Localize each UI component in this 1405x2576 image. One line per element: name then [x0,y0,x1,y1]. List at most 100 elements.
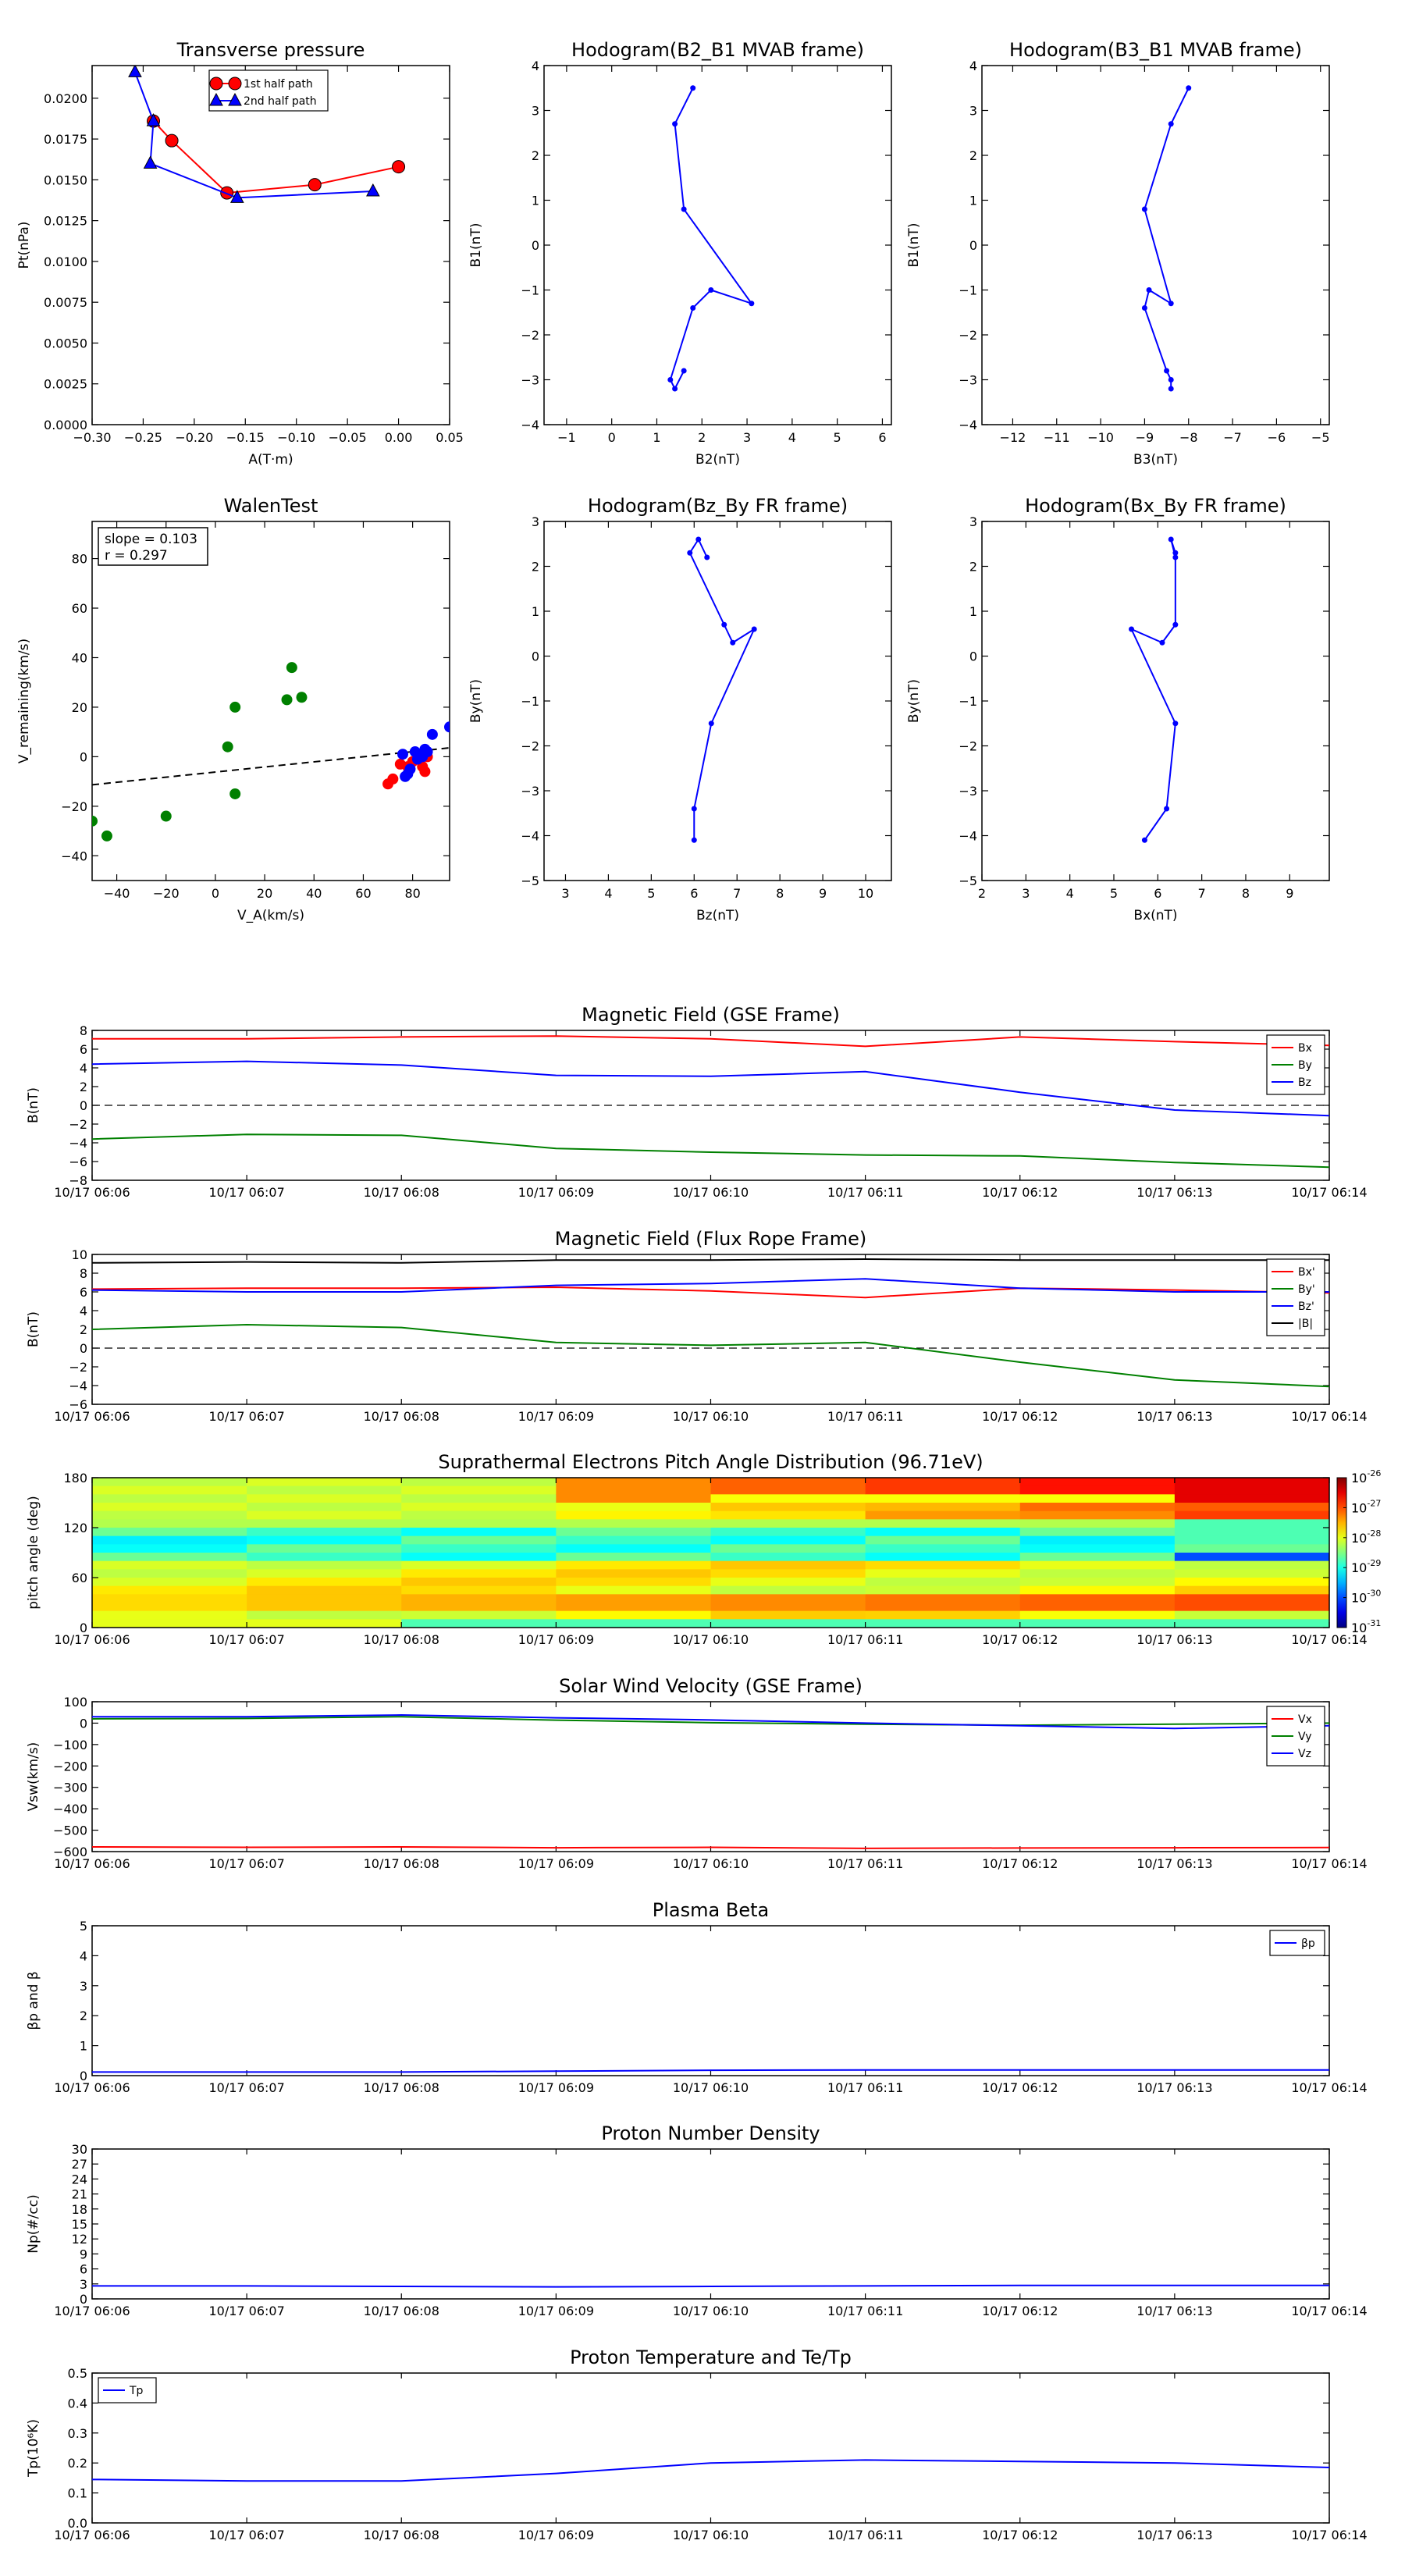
data-point [695,536,702,543]
heatmap-cell [247,1485,402,1495]
x-tick-label: 4 [604,886,612,901]
x-tick-label: −0.20 [175,430,213,445]
y-tick-label: 0.1 [68,2486,87,2501]
heatmap-cell [556,1503,711,1512]
time-tick-label: 10/17 06:06 [54,2528,130,2542]
heatmap-cell [1019,1585,1176,1595]
legend-label: By' [1298,1283,1315,1296]
heatmap-cell [1019,1510,1176,1520]
y-tick-label: 3 [532,514,539,529]
y-tick-label: −4 [69,1379,87,1393]
y-tick-label: 3 [969,104,977,119]
time-tick-label: 10/17 06:06 [54,1632,130,1647]
colorbar-tick-exponent: -28 [1367,1528,1381,1539]
legend-marker [228,76,242,91]
data-point-blue [426,728,438,740]
time-tick-label: 10/17 06:13 [1136,1409,1212,1424]
time-tick-label: 10/17 06:13 [1136,1632,1212,1647]
colorbar-tick-label: 10-30 [1351,1589,1381,1606]
heatmap-cell [710,1519,866,1528]
y-tick-label: 1 [969,194,977,208]
y-tick-label: 0 [80,1621,87,1635]
y-tick-label: −100 [53,1738,87,1752]
y-tick-label: −4 [69,1136,87,1151]
plot-frame [91,2148,1330,2300]
heatmap-cell [865,1510,1021,1520]
time-tick-label: 10/17 06:09 [518,2304,594,2318]
y-tick-label: 0.4 [68,2396,87,2411]
heatmap-cell [710,1494,866,1503]
y-tick-label: −600 [53,1845,87,1859]
y-tick-label: −4 [959,418,977,432]
heatmap-cell [1019,1478,1176,1487]
data-point [704,554,710,560]
x-tick-label: 3 [743,430,751,445]
colorbar-tick-base: 10 [1351,1560,1367,1575]
y-tick-label: 0 [80,1098,87,1113]
plot-area [92,2069,1329,2073]
heatmap-cell [247,1603,402,1612]
time-tick-label: 10/17 06:13 [1136,1856,1212,1871]
heatmap-cell [1019,1519,1176,1528]
y-tick-label: 2 [532,560,539,575]
x-tick-label: 4 [1066,886,1074,901]
heatmap-cell [1174,1585,1330,1595]
legend-label: |B| [1298,1318,1313,1330]
heatmap-cell [556,1585,711,1595]
y-tick-label: −8 [69,1173,87,1188]
x-tick-label: 4 [788,430,796,445]
time-tick-label: 10/17 06:09 [518,2080,594,2095]
heatmap-cell [247,1619,402,1628]
data-point [1146,287,1152,293]
data-point [681,206,687,212]
time-tick-label: 10/17 06:08 [364,2304,439,2318]
y-tick-label: −2 [521,739,539,754]
heatmap-cell [247,1594,402,1603]
heatmap-cell [401,1519,557,1528]
heatmap-cell [865,1619,1021,1628]
heatmap-cell [1174,1619,1330,1628]
y-tick-label: −2 [959,328,977,343]
y-axis-label: pitch angle (deg) [26,1496,41,1610]
series-line-By' [92,1323,1329,1388]
y-tick-label: 0.3 [68,2426,87,2441]
y-tick-label: 1 [80,2039,87,2054]
x-tick-label: −0.15 [226,430,265,445]
series-line-Vy [92,1716,1329,1727]
heatmap-cell [401,1594,557,1603]
time-tick-label: 10/17 06:09 [518,1856,594,1871]
heatmap-cell [1174,1528,1330,1537]
time-tick-label: 10/17 06:06 [54,1856,130,1871]
time-tick-label: 10/17 06:13 [1136,1185,1212,1200]
heatmap-cell [1174,1510,1330,1520]
heatmap-cell [556,1528,711,1537]
colorbar-tick-label: 10-28 [1351,1528,1381,1546]
data-point [1168,301,1174,307]
y-tick-label: 80 [72,552,87,567]
heatmap-cell [865,1485,1021,1495]
heatmap-cell [92,1619,247,1628]
plot-area [667,85,755,392]
x-axis-label: B3(nT) [1133,452,1178,468]
heatmap-cell [92,1603,247,1612]
heatmap-cell [1019,1619,1176,1628]
time-tick-label: 10/17 06:08 [364,1409,439,1424]
chart-h2: Hodogram(B3_B1 MVAB frame)−4−3−2−101234−… [906,39,1330,468]
y-tick-label: 120 [63,1521,87,1535]
heatmap-cell [865,1553,1021,1562]
time-tick-label: 10/17 06:10 [673,1409,749,1424]
chart-title: Hodogram(Bx_By FR frame) [1025,495,1286,517]
heatmap-cell [865,1528,1021,1537]
plot-frame [91,65,450,425]
time-tick-label: 10/17 06:07 [208,2304,284,2318]
x-tick-label: 8 [1242,886,1250,901]
legend-label: Tp [129,2385,144,2397]
y-axis-label: By(nT) [468,679,484,723]
y-tick-label: 0 [80,749,87,764]
data-point [308,178,322,192]
x-tick-label: 0.00 [385,430,413,445]
heatmap-cell [865,1585,1021,1595]
data-point [1168,121,1174,127]
plot-area [128,66,406,203]
